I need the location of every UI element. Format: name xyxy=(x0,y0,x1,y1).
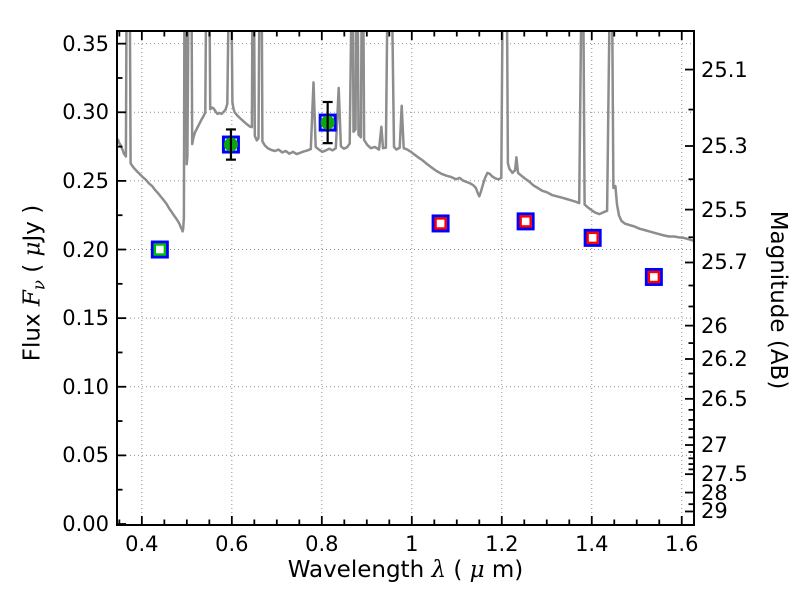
y-tick-label-0.05: 0.05 xyxy=(62,443,109,468)
y-axis-title: Flux Fν ( μJy ) xyxy=(19,205,54,361)
magnitude-tick-label-27: 27 xyxy=(701,433,728,458)
y-tick-label-0.20: 0.20 xyxy=(62,237,109,262)
y-title-word: Flux xyxy=(19,306,46,362)
mu-symbol: μ xyxy=(469,557,485,583)
y-tick-label-0.10: 0.10 xyxy=(62,374,109,399)
plot-area xyxy=(116,30,695,526)
x-tick-label-1: 1 xyxy=(405,532,419,556)
y-tick-label-0.25: 0.25 xyxy=(62,168,109,193)
marker-inner-square-point-0.44um xyxy=(153,243,167,256)
magnitude-tick-label-29: 29 xyxy=(701,499,728,524)
y-tick-label-0.15: 0.15 xyxy=(62,306,109,331)
x-title-unit-close: m) xyxy=(491,557,524,583)
x-tick-label-0.4: 0.4 xyxy=(125,532,159,556)
lambda-symbol: λ xyxy=(431,557,447,583)
y-tick-label-0.00: 0.00 xyxy=(62,512,109,536)
y-title-unit-open: ( xyxy=(19,256,46,273)
magnitude-tick-label-26.2: 26.2 xyxy=(701,347,748,371)
spectrum-plot-canvas xyxy=(118,32,693,524)
marker-inner-square-point-1.25um xyxy=(519,215,532,228)
magnitude-tick-label-25.5: 25.5 xyxy=(701,197,748,222)
right-axis-title: Magnitude (AB) xyxy=(765,210,791,390)
mu-symbol-y: μ xyxy=(19,241,46,257)
marker-inner-square-point-1.06um xyxy=(434,217,447,230)
y-tick-label-0.30: 0.30 xyxy=(62,100,109,125)
magnitude-tick-label-25.7: 25.7 xyxy=(701,250,748,275)
magnitude-tick-label-28: 28 xyxy=(701,480,728,505)
magnitude-tick-label-25.1: 25.1 xyxy=(701,57,748,82)
x-tick-label-1.6: 1.6 xyxy=(665,532,699,556)
magnitude-tick-label-26: 26 xyxy=(701,313,728,338)
x-tick-label-1.4: 1.4 xyxy=(575,532,609,556)
x-tick-label-0.6: 0.6 xyxy=(215,532,249,556)
magnitude-tick-label-27.5: 27.5 xyxy=(701,462,748,487)
x-title-word: Wavelength xyxy=(287,557,432,583)
magnitude-tick-label-25.3: 25.3 xyxy=(701,134,748,158)
x-tick-label-0.8: 0.8 xyxy=(305,532,339,556)
x-axis-title: Wavelength λ ( μ m) xyxy=(116,556,695,584)
marker-inner-square-point-1.40um xyxy=(586,231,599,245)
y-title-unit-close: Jy ) xyxy=(19,204,46,242)
magnitude-tick-label-26.5: 26.5 xyxy=(701,386,748,411)
model-spectrum-line xyxy=(118,32,693,242)
nu-subscript: ν xyxy=(29,280,49,291)
x-title-unit-open: ( xyxy=(453,557,463,583)
flux-F-symbol: F xyxy=(19,290,46,307)
y-tick-label-0.35: 0.35 xyxy=(62,31,109,56)
x-tick-label-1.2: 1.2 xyxy=(485,532,519,556)
marker-inner-square-point-1.54um xyxy=(647,270,661,284)
